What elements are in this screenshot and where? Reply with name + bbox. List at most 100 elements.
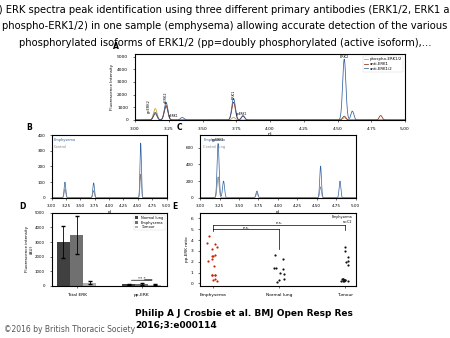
Point — [280, 271, 287, 277]
phospho-ERK1/2 — [248, 118, 253, 122]
Text: ppERK1: ppERK1 — [236, 112, 248, 116]
phospho-ERK1/2 — [179, 118, 184, 122]
Text: ppERK2: ppERK2 — [212, 138, 225, 142]
Text: Emphysema: Emphysema — [203, 138, 225, 142]
anti-ERK1/2 — [236, 118, 241, 122]
Point — [208, 272, 216, 277]
Point — [340, 277, 347, 283]
X-axis label: pI: pI — [268, 132, 272, 137]
Point — [344, 279, 351, 284]
Point — [211, 272, 218, 278]
Bar — [70, 235, 83, 286]
Point — [340, 277, 347, 282]
Point — [212, 252, 219, 257]
X-axis label: pI: pI — [276, 210, 280, 214]
Text: phospho-ERK1/2) in one sample (emphysema) allowing accurate detection of the var: phospho-ERK1/2) in one sample (emphysema… — [2, 21, 448, 31]
Text: Control: Control — [54, 145, 67, 149]
Point — [212, 241, 219, 247]
Y-axis label: pp-ERK ratio: pp-ERK ratio — [185, 237, 189, 262]
anti-ERK1 — [368, 118, 373, 122]
Point — [342, 259, 349, 264]
Text: phosphorylated isoforms of ERK1/2 (pp=doubly phosphorylated (active isoform),...: phosphorylated isoforms of ERK1/2 (pp=do… — [19, 38, 431, 48]
Point — [340, 276, 347, 282]
Text: ** *: ** * — [138, 277, 145, 281]
Bar — [57, 242, 70, 286]
Line: anti-ERK1: anti-ERK1 — [135, 102, 405, 120]
Text: pERK1: pERK1 — [169, 115, 178, 118]
Bar — [148, 285, 161, 286]
anti-ERK1 — [397, 118, 403, 122]
Text: Emphysema
n=C2: Emphysema n=C2 — [332, 215, 352, 224]
phospho-ERK1/2 — [163, 103, 169, 107]
Point — [206, 233, 213, 238]
Point — [338, 276, 345, 282]
Text: ERK2: ERK2 — [340, 55, 349, 59]
Text: B: B — [27, 123, 32, 132]
Point — [341, 277, 348, 283]
anti-ERK1 — [291, 118, 297, 122]
Point — [208, 256, 215, 262]
Point — [280, 276, 288, 282]
anti-ERK1/2 — [179, 116, 184, 120]
Text: Philip A J Crosbie et al. BMJ Open Resp Res: Philip A J Crosbie et al. BMJ Open Resp … — [135, 309, 353, 318]
Legend: phospho-ERK1/2, anti-ERK1, anti-ERK1/2: phospho-ERK1/2, anti-ERK1, anti-ERK1/2 — [363, 56, 403, 72]
Point — [279, 256, 286, 261]
Point — [209, 254, 216, 259]
Point — [208, 272, 216, 277]
Point — [338, 278, 345, 284]
Point — [341, 278, 348, 284]
phospho-ERK1/2 — [368, 118, 373, 122]
Point — [214, 278, 221, 284]
Text: E: E — [172, 202, 178, 211]
Point — [273, 279, 280, 285]
Bar — [122, 284, 135, 286]
anti-ERK1 — [231, 100, 236, 104]
Text: n.s.: n.s. — [275, 221, 283, 225]
anti-ERK1/2 — [132, 118, 138, 122]
Point — [208, 246, 215, 251]
Text: A: A — [113, 42, 119, 51]
phospho-ERK1/2 — [397, 118, 402, 122]
Point — [213, 244, 220, 249]
Point — [341, 249, 348, 254]
anti-ERK1 — [248, 118, 253, 122]
X-axis label: pI: pI — [107, 210, 111, 214]
Text: D: D — [20, 202, 26, 211]
anti-ERK1/2 — [248, 118, 253, 122]
Point — [345, 262, 352, 268]
Y-axis label: Fluorescence intensity
(AU): Fluorescence intensity (AU) — [25, 226, 33, 272]
Point — [209, 277, 216, 283]
Bar — [83, 283, 96, 286]
Text: (A) ERK spectra peak identification using three different primary antibodies (ER: (A) ERK spectra peak identification usin… — [0, 5, 450, 15]
Point — [270, 266, 278, 271]
Text: Emphysema: Emphysema — [54, 138, 76, 142]
Line: phospho-ERK1/2: phospho-ERK1/2 — [135, 105, 405, 120]
Text: n.s.: n.s. — [242, 226, 249, 230]
Legend: Normal lung, Emphysema, Tumour: Normal lung, Emphysema, Tumour — [134, 215, 165, 231]
Point — [340, 278, 347, 284]
Point — [273, 265, 280, 271]
Point — [345, 254, 352, 260]
Point — [271, 252, 279, 258]
Line: anti-ERK1/2: anti-ERK1/2 — [135, 59, 405, 120]
Text: ©2016 by British Thoracic Society: ©2016 by British Thoracic Society — [4, 325, 135, 334]
anti-ERK1 — [132, 118, 138, 122]
Point — [211, 273, 218, 278]
Text: Control lung: Control lung — [203, 145, 225, 149]
Point — [204, 240, 211, 246]
Text: ppERK2: ppERK2 — [147, 99, 150, 113]
Text: BMJ Open
Respiratory
Research: BMJ Open Respiratory Research — [365, 294, 434, 331]
Point — [211, 264, 218, 269]
Point — [341, 245, 348, 250]
Point — [275, 277, 282, 283]
anti-ERK1/2 — [397, 118, 402, 122]
phospho-ERK1/2 — [402, 118, 408, 122]
Text: ERK1: ERK1 — [232, 90, 235, 99]
Point — [279, 266, 286, 271]
Point — [211, 276, 218, 282]
anti-ERK1 — [179, 118, 184, 122]
anti-ERK1/2 — [163, 100, 168, 104]
Text: C: C — [177, 123, 183, 132]
Y-axis label: Fluorescence Intensity: Fluorescence Intensity — [110, 64, 114, 110]
Point — [208, 254, 216, 259]
